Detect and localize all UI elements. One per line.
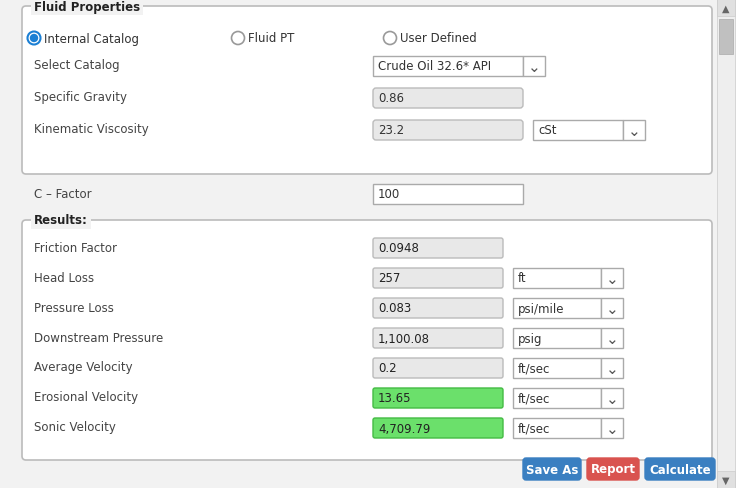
Text: Fluid PT: Fluid PT (248, 32, 294, 45)
FancyBboxPatch shape (373, 121, 523, 141)
Bar (513, 328, 601, 348)
Bar (601, 418, 623, 438)
FancyBboxPatch shape (373, 89, 523, 109)
FancyBboxPatch shape (373, 388, 503, 408)
Text: 23.2: 23.2 (378, 124, 404, 137)
Bar (601, 268, 623, 288)
Text: Crude Oil 32.6* API: Crude Oil 32.6* API (378, 61, 491, 73)
Text: ⌄: ⌄ (606, 301, 618, 316)
Bar (513, 388, 601, 408)
Text: 0.86: 0.86 (378, 92, 404, 105)
Text: Downstream Pressure: Downstream Pressure (34, 331, 163, 344)
Bar (601, 328, 623, 348)
Text: ⌄: ⌄ (628, 123, 640, 138)
Bar (623, 121, 645, 141)
Text: ft/sec: ft/sec (518, 422, 551, 435)
Text: ⌄: ⌄ (606, 361, 618, 376)
Text: 0.2: 0.2 (378, 362, 397, 375)
Bar (513, 268, 601, 288)
Text: Average Velocity: Average Velocity (34, 361, 132, 374)
Text: Kinematic Viscosity: Kinematic Viscosity (34, 123, 149, 136)
Text: ft: ft (518, 272, 527, 285)
Text: 0.083: 0.083 (378, 302, 411, 315)
Bar (513, 358, 601, 378)
Text: 100: 100 (378, 188, 400, 201)
Text: ▼: ▼ (722, 474, 730, 485)
Text: Results:: Results: (34, 214, 88, 227)
Bar (513, 298, 601, 318)
FancyBboxPatch shape (373, 268, 503, 288)
Text: psig: psig (518, 332, 542, 345)
Text: Pressure Loss: Pressure Loss (34, 301, 114, 314)
Circle shape (383, 32, 397, 45)
Text: Calculate: Calculate (649, 463, 711, 475)
FancyBboxPatch shape (373, 328, 503, 348)
Text: User Defined: User Defined (400, 32, 477, 45)
Text: ft/sec: ft/sec (518, 362, 551, 375)
Bar (601, 358, 623, 378)
Bar (373, 57, 523, 77)
Text: Sonic Velocity: Sonic Velocity (34, 421, 116, 434)
Text: Erosional Velocity: Erosional Velocity (34, 391, 138, 404)
Text: Specific Gravity: Specific Gravity (34, 91, 127, 104)
Text: ft/sec: ft/sec (518, 392, 551, 405)
Text: cSt: cSt (538, 124, 556, 137)
Text: Friction Factor: Friction Factor (34, 241, 117, 254)
Text: Fluid Properties: Fluid Properties (34, 0, 140, 14)
Circle shape (232, 32, 244, 45)
Bar (717, 471, 735, 488)
Circle shape (27, 32, 40, 45)
Text: Select Catalog: Select Catalog (34, 60, 120, 72)
Text: Head Loss: Head Loss (34, 271, 94, 284)
Text: Internal Catalog: Internal Catalog (44, 32, 139, 45)
FancyBboxPatch shape (373, 298, 503, 318)
Bar (513, 418, 601, 438)
Text: ▲: ▲ (722, 3, 730, 14)
FancyBboxPatch shape (587, 458, 639, 480)
Text: 4,709.79: 4,709.79 (378, 422, 431, 435)
Text: 257: 257 (378, 272, 400, 285)
Text: 13.65: 13.65 (378, 392, 411, 405)
Text: ⌄: ⌄ (528, 60, 540, 74)
FancyBboxPatch shape (645, 458, 715, 480)
Text: Save As: Save As (526, 463, 578, 475)
Bar (717, 0, 735, 17)
Text: 1,100.08: 1,100.08 (378, 332, 430, 345)
Text: C – Factor: C – Factor (34, 187, 91, 200)
Bar (601, 298, 623, 318)
Text: ⌄: ⌄ (606, 391, 618, 406)
Bar (601, 388, 623, 408)
Bar (533, 121, 623, 141)
Text: Report: Report (590, 463, 635, 475)
Text: psi/mile: psi/mile (518, 302, 565, 315)
Circle shape (30, 36, 38, 42)
Text: ⌄: ⌄ (606, 271, 618, 286)
FancyBboxPatch shape (22, 221, 712, 460)
Bar (373, 184, 523, 204)
FancyBboxPatch shape (373, 358, 503, 378)
Text: ⌄: ⌄ (606, 421, 618, 436)
Text: 0.0948: 0.0948 (378, 242, 419, 255)
Text: ⌄: ⌄ (606, 331, 618, 346)
Bar (717, 0, 735, 488)
FancyBboxPatch shape (373, 239, 503, 259)
Bar (719, 20, 733, 55)
FancyBboxPatch shape (373, 418, 503, 438)
FancyBboxPatch shape (523, 458, 581, 480)
FancyBboxPatch shape (22, 7, 712, 175)
Bar (523, 57, 545, 77)
